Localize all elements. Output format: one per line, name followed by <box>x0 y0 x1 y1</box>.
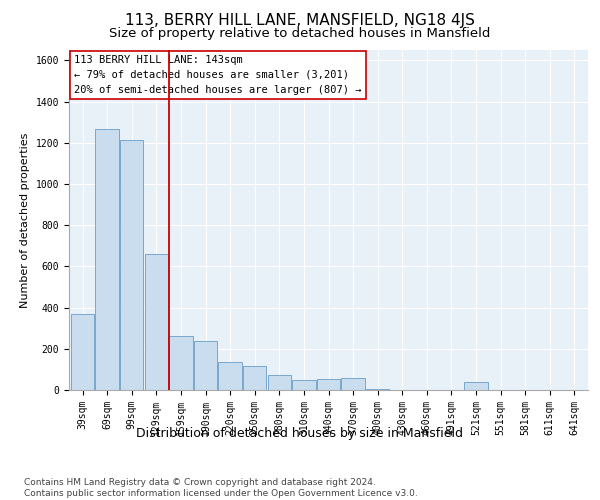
Bar <box>120 140 143 390</box>
Y-axis label: Number of detached properties: Number of detached properties <box>20 132 30 308</box>
Bar <box>292 380 316 390</box>
Bar <box>341 378 365 390</box>
Text: Contains HM Land Registry data © Crown copyright and database right 2024.
Contai: Contains HM Land Registry data © Crown c… <box>24 478 418 498</box>
Bar <box>243 366 266 390</box>
Bar <box>95 130 119 390</box>
Text: 113, BERRY HILL LANE, MANSFIELD, NG18 4JS: 113, BERRY HILL LANE, MANSFIELD, NG18 4J… <box>125 12 475 28</box>
Bar <box>464 382 488 390</box>
Bar <box>145 254 168 390</box>
Bar <box>366 389 389 390</box>
Text: 113 BERRY HILL LANE: 143sqm
← 79% of detached houses are smaller (3,201)
20% of : 113 BERRY HILL LANE: 143sqm ← 79% of det… <box>74 55 362 94</box>
Bar <box>71 314 94 390</box>
Text: Distribution of detached houses by size in Mansfield: Distribution of detached houses by size … <box>137 428 464 440</box>
Bar <box>194 340 217 390</box>
Bar <box>268 374 291 390</box>
Bar <box>169 336 193 390</box>
Bar <box>218 362 242 390</box>
Text: Size of property relative to detached houses in Mansfield: Size of property relative to detached ho… <box>109 28 491 40</box>
Bar <box>317 378 340 390</box>
